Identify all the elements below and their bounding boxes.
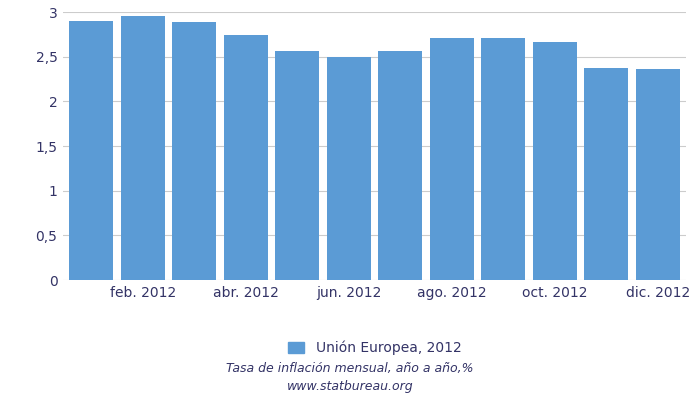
Bar bbox=[482, 38, 525, 280]
Bar bbox=[430, 38, 474, 280]
Bar bbox=[379, 51, 422, 280]
Text: Tasa de inflación mensual, año a año,%: Tasa de inflación mensual, año a año,% bbox=[226, 362, 474, 375]
Bar bbox=[584, 68, 628, 280]
Bar bbox=[327, 57, 370, 280]
Bar bbox=[533, 42, 577, 280]
Bar bbox=[172, 22, 216, 280]
Bar bbox=[69, 21, 113, 280]
Bar bbox=[636, 69, 680, 280]
Legend: Unión Europea, 2012: Unión Europea, 2012 bbox=[282, 335, 467, 361]
Bar bbox=[275, 51, 319, 280]
Text: www.statbureau.org: www.statbureau.org bbox=[287, 380, 413, 393]
Bar bbox=[224, 35, 267, 280]
Bar bbox=[121, 16, 164, 280]
